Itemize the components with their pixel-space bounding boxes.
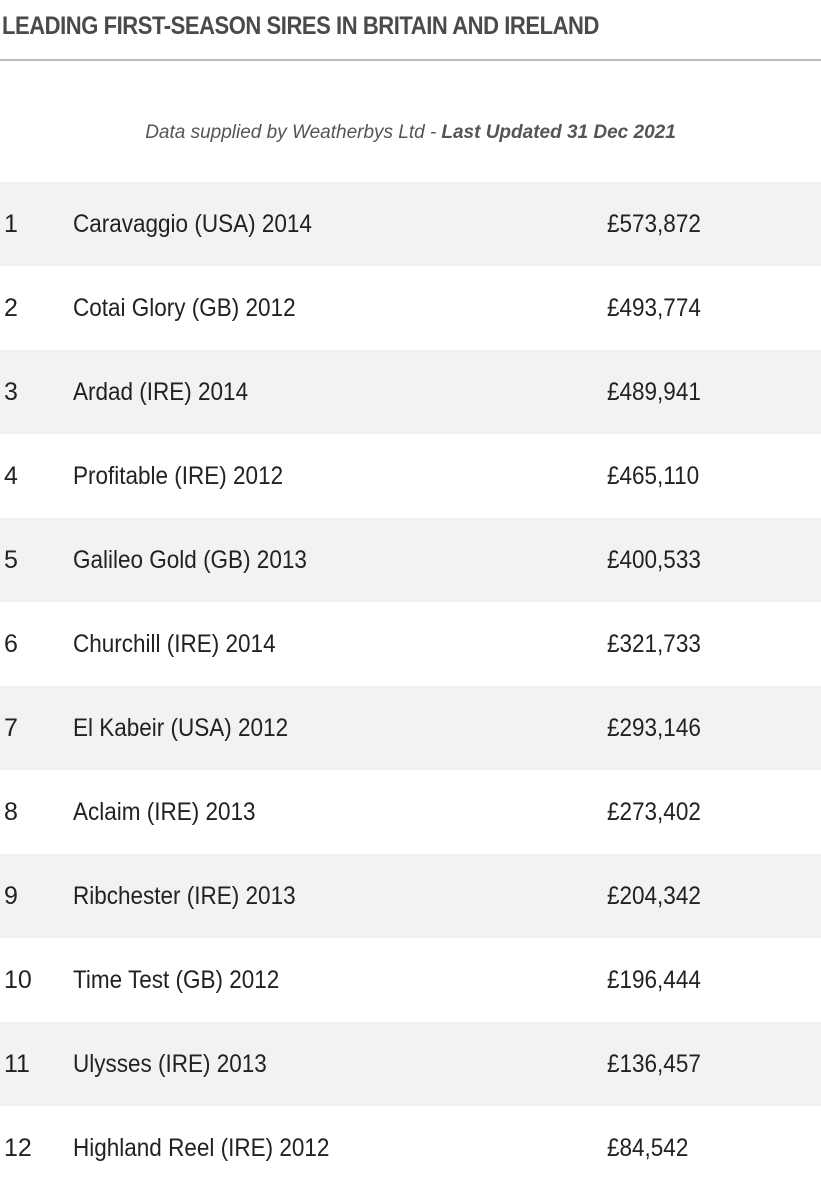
cell-rank: 6 [4,630,18,658]
cell-rank: 7 [4,714,18,742]
source-note: Data supplied by Weatherbys Ltd - [145,122,437,143]
cell-rank: 5 [4,546,18,574]
table-row: 6 Churchill (IRE) 2014 £321,733 [0,602,821,686]
cell-name: Profitable (IRE) 2012 [73,462,284,490]
cell-name: Aclaim (IRE) 2013 [73,798,256,826]
cell-name: Ardad (IRE) 2014 [73,378,249,406]
cell-prize: £400,533 [607,546,701,574]
table-row: 10 Time Test (GB) 2012 £196,444 [0,938,821,1022]
cell-rank: 10 [4,966,32,994]
cell-name: Time Test (GB) 2012 [73,966,280,994]
cell-rank: 12 [4,1134,32,1162]
cell-rank: 1 [4,210,18,238]
table-row: 7 El Kabeir (USA) 2012 £293,146 [0,686,821,770]
cell-prize: £273,402 [607,798,701,826]
data-note: Data supplied by Weatherbys Ltd - Last Up… [0,122,821,144]
cell-prize: £493,774 [607,294,701,322]
cell-prize: £489,941 [607,378,701,406]
cell-prize: £196,444 [607,966,701,994]
cell-rank: 3 [4,378,18,406]
table-row: 3 Ardad (IRE) 2014 £489,941 [0,350,821,434]
cell-name: Ribchester (IRE) 2013 [73,882,296,910]
table-row: 4 Profitable (IRE) 2012 £465,110 [0,434,821,518]
cell-prize: £204,342 [607,882,701,910]
cell-rank: 9 [4,882,18,910]
cell-prize: £293,146 [607,714,701,742]
table-row: 9 Ribchester (IRE) 2013 £204,342 [0,854,821,938]
cell-rank: 2 [4,294,18,322]
cell-rank: 11 [4,1050,30,1078]
cell-prize: £465,110 [607,462,700,490]
cell-prize: £321,733 [607,630,701,658]
cell-prize: £573,872 [607,210,701,238]
cell-name: Galileo Gold (GB) 2013 [73,546,307,574]
cell-name: Churchill (IRE) 2014 [73,630,276,658]
cell-rank: 4 [4,462,18,490]
page-title: LEADING FIRST-SEASON SIRES IN BRITAIN AN… [2,12,599,40]
cell-name: Highland Reel (IRE) 2012 [73,1134,330,1162]
cell-prize: £84,542 [607,1134,689,1162]
table-row: 1 Caravaggio (USA) 2014 £573,872 [0,182,821,266]
table-row: 2 Cotai Glory (GB) 2012 £493,774 [0,266,821,350]
cell-rank: 8 [4,798,18,826]
table-row: 8 Aclaim (IRE) 2013 £273,402 [0,770,821,854]
table-row: 12 Highland Reel (IRE) 2012 £84,542 [0,1106,821,1190]
cell-prize: £136,457 [607,1050,701,1078]
cell-name: Caravaggio (USA) 2014 [73,210,312,238]
cell-name: Ulysses (IRE) 2013 [73,1050,267,1078]
title-rule [0,59,821,61]
sires-table: 1 Caravaggio (USA) 2014 £573,872 2 Cotai Glo… [0,182,821,1190]
cell-name: El Kabeir (USA) 2012 [73,714,289,742]
last-updated: Last Updated 31 Dec 2021 [441,122,676,143]
cell-name: Cotai Glory (GB) 2012 [73,294,296,322]
table-row: 11 Ulysses (IRE) 2013 £136,457 [0,1022,821,1106]
table-row: 5 Galileo Gold (GB) 2013 £400,533 [0,518,821,602]
